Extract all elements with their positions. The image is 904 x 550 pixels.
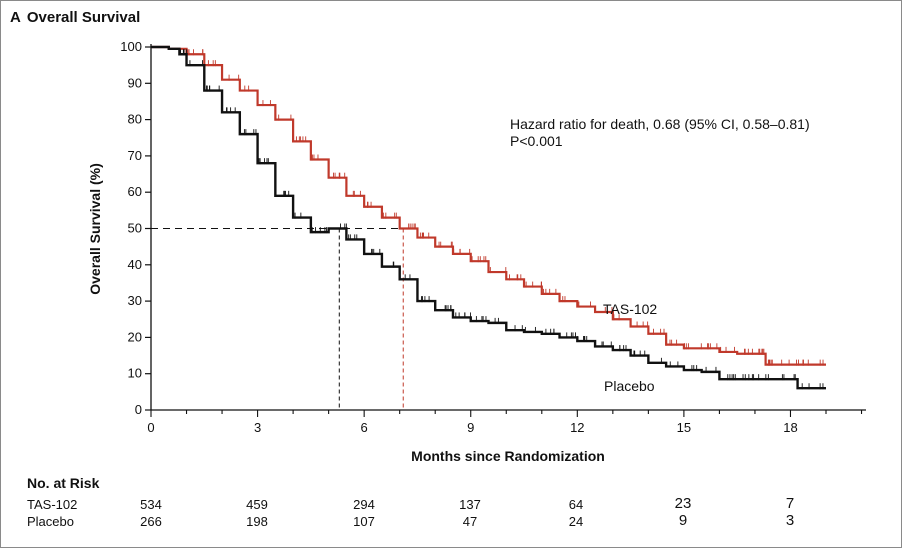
y-tick-label: 90 <box>128 75 142 90</box>
at-risk-cell: 294 <box>353 497 375 512</box>
at-risk-cell: 47 <box>462 514 478 529</box>
hazard-ratio-annotation: Hazard ratio for death, 0.68 (95% CI, 0.… <box>510 116 810 132</box>
panel-title: A Overall Survival <box>10 9 140 26</box>
at-risk-cell: 459 <box>246 497 268 512</box>
y-tick-label: 50 <box>128 221 142 236</box>
y-tick-label: 60 <box>128 184 142 199</box>
y-tick-label: 80 <box>128 112 142 127</box>
x-tick-label: 6 <box>361 420 368 435</box>
y-tick-label: 100 <box>120 39 142 54</box>
at-risk-cell: 107 <box>353 514 375 529</box>
x-tick-label: 12 <box>570 420 584 435</box>
x-axis-title: Months since Randomization <box>411 448 605 464</box>
at-risk-cell: 137 <box>459 497 481 512</box>
at-risk-cell: 3 <box>785 512 795 529</box>
x-tick-label: 15 <box>677 420 691 435</box>
at-risk-cell: 266 <box>140 514 162 529</box>
at-risk-cell: 7 <box>785 495 795 512</box>
p-value-annotation: P<0.001 <box>510 133 563 149</box>
at-risk-cell: 198 <box>246 514 268 529</box>
at-risk-row-label-tas: TAS-102 <box>27 497 78 512</box>
at-risk-title: No. at Risk <box>27 475 100 491</box>
panel-letter: A <box>10 9 21 26</box>
x-tick-label: 18 <box>783 420 797 435</box>
at-risk-cell: 23 <box>674 495 692 512</box>
y-tick-label: 20 <box>128 329 142 344</box>
at-risk-cell: 9 <box>678 512 688 529</box>
y-tick-label: 0 <box>135 402 142 417</box>
at-risk-cell: 24 <box>568 514 584 529</box>
at-risk-cell: 534 <box>140 497 162 512</box>
y-tick-label: 30 <box>128 293 142 308</box>
panel-title-text: Overall Survival <box>26 9 141 26</box>
x-tick-label: 0 <box>147 420 154 435</box>
at-risk-row-label-placebo: Placebo <box>27 514 74 529</box>
y-tick-label: 70 <box>128 148 142 163</box>
x-tick-label: 9 <box>467 420 474 435</box>
y-tick-label: 10 <box>128 366 142 381</box>
tas-102-curve <box>151 45 826 366</box>
y-tick-label: 40 <box>128 257 142 272</box>
y-axis-title: Overall Survival (%) <box>87 163 103 295</box>
placebo-curve <box>151 45 826 390</box>
tas102-label: TAS-102 <box>603 301 657 317</box>
at-risk-cell: 64 <box>568 497 584 512</box>
x-tick-label: 3 <box>254 420 261 435</box>
placebo-label: Placebo <box>604 378 655 394</box>
